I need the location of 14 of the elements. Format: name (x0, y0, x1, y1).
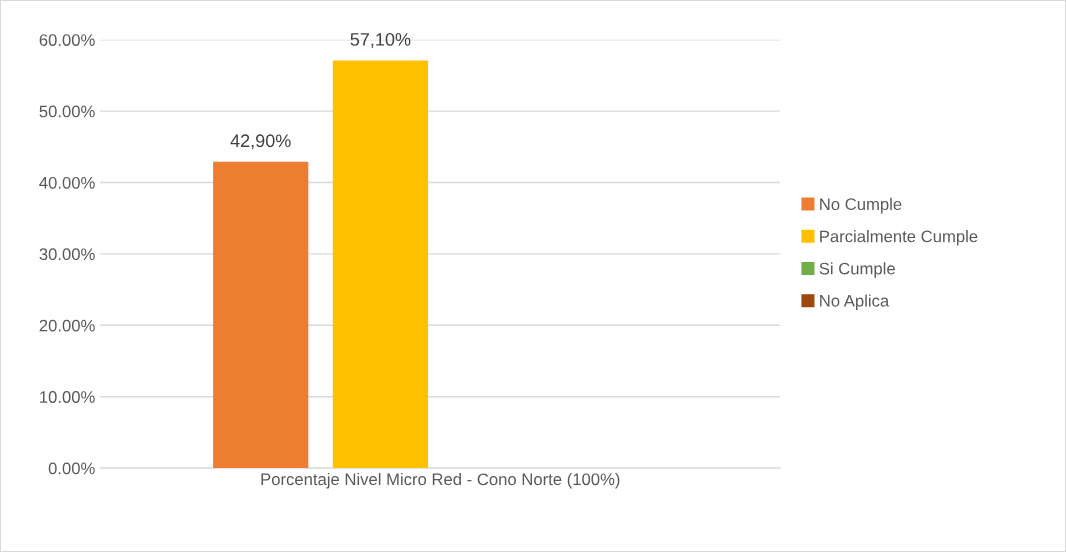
data-label: 42,90% (230, 134, 291, 150)
legend-label: No Cumple (820, 197, 902, 214)
x-tick-label: Porcentaje Nivel Micro Red - Cono Norte (100%) (261, 472, 620, 489)
legend-label: Parcialmente Cumple (820, 230, 978, 246)
y-tick-label: 30.00% (39, 248, 95, 261)
y-tick-label: 0.00% (48, 462, 95, 475)
y-tick-label: 20.00% (39, 319, 95, 332)
y-tick-label: 60.00% (39, 34, 95, 46)
y-tick-label: 50.00% (39, 105, 95, 118)
y-tick-label: 10.00% (40, 391, 95, 403)
data-label: 57,10% (350, 32, 411, 48)
legend-label: No Aplica (820, 294, 890, 310)
y-tick-label: 40.00% (39, 176, 95, 189)
legend-label: Si Cumple (819, 262, 895, 278)
